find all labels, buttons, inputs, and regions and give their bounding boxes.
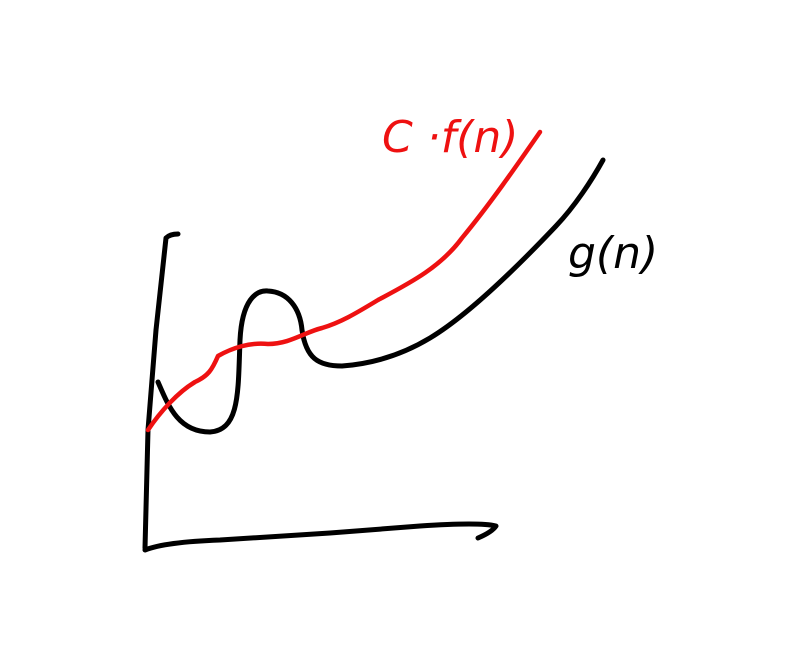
x-axis xyxy=(142,521,499,553)
g-curve xyxy=(155,157,606,435)
y-axis xyxy=(142,231,181,551)
c-f-curve xyxy=(145,129,543,433)
c-f-label: C ·f(n) xyxy=(382,112,518,163)
g-label: g(n) xyxy=(568,228,658,279)
